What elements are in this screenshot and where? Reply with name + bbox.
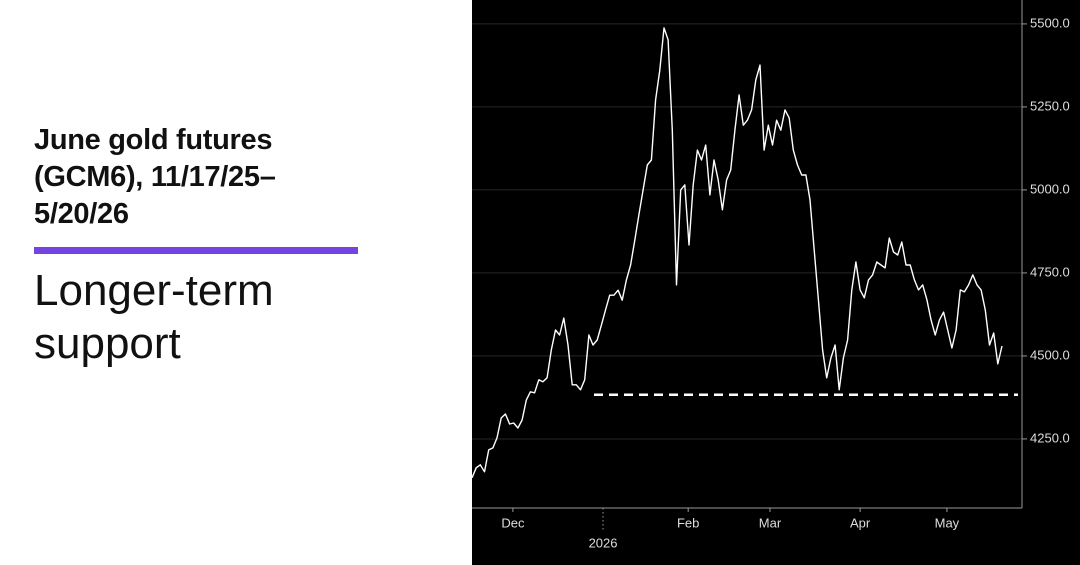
y-tick-label: 4250.0: [1030, 430, 1070, 445]
x-tick-label: May: [935, 515, 960, 530]
x-tick-label: Dec: [501, 515, 525, 530]
chart-title: June gold futures (GCM6), 11/17/25–5/20/…: [34, 124, 276, 230]
x-tick-label: Apr: [850, 515, 871, 530]
y-tick-label: 4750.0: [1030, 264, 1070, 279]
x-tick-label: Mar: [759, 515, 782, 530]
x-tick-label: Feb: [677, 515, 699, 530]
accent-bar: [34, 247, 358, 254]
chart-background: [472, 0, 1080, 565]
y-tick-label: 4500.0: [1030, 347, 1070, 362]
y-tick-label: 5250.0: [1030, 98, 1070, 113]
price-line: [471, 27, 1003, 479]
text-panel: June gold futures (GCM6), 11/17/25–5/20/…: [34, 122, 364, 370]
y-tick-label: 5000.0: [1030, 181, 1070, 196]
y-tick-label: 5500.0: [1030, 15, 1070, 30]
chart-subtitle: Longer-term support: [34, 266, 274, 368]
x-tick-label: 2026: [589, 535, 618, 550]
